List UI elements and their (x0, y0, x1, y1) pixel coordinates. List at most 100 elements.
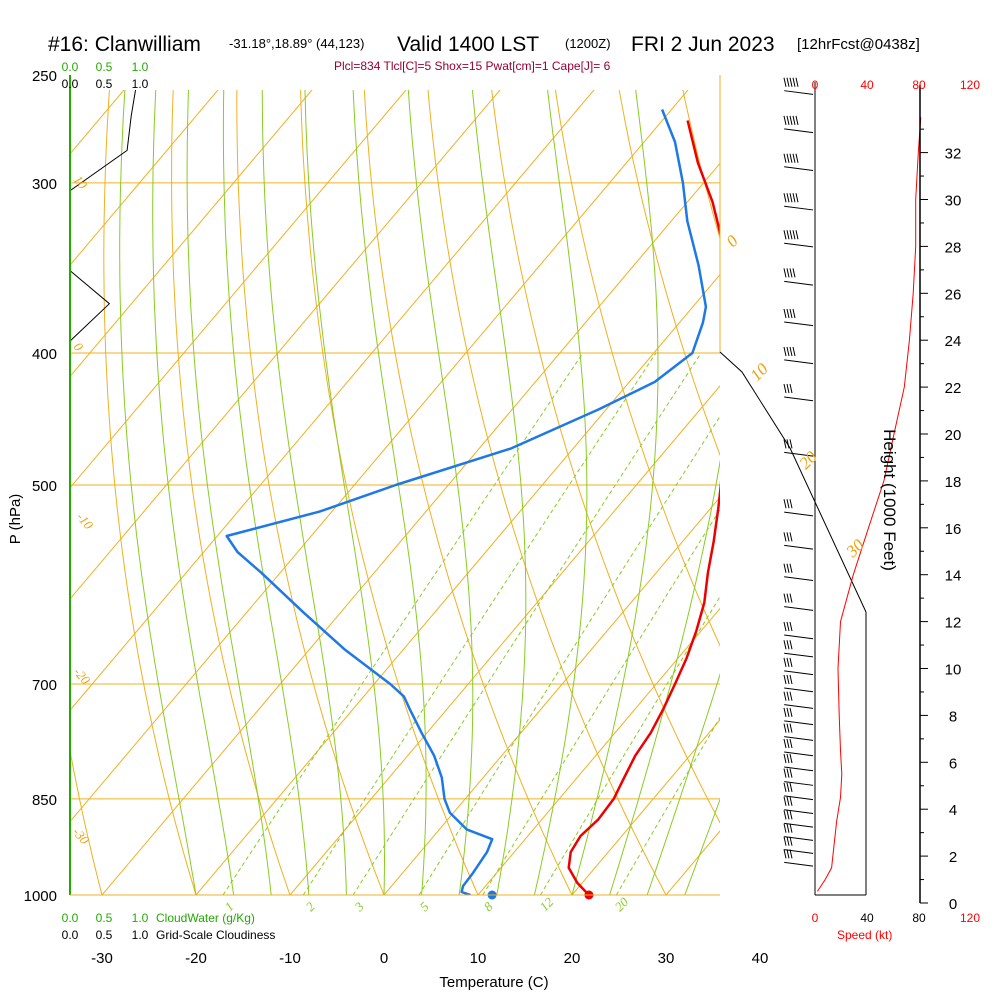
wind-barbs (783, 77, 814, 867)
isotherm-line (760, 75, 1000, 895)
wind-barb (783, 836, 814, 854)
wind-barb-shaft (784, 166, 814, 171)
wind-barb-flag (786, 115, 790, 125)
wind-barb (783, 796, 814, 814)
moist-adiabat-line (222, 90, 310, 895)
cloudiness-label: Grid-Scale Cloudiness (156, 928, 275, 942)
dewpoint-line (225, 109, 708, 895)
wind-barb-flag (795, 230, 799, 240)
dry-adiabat-line (236, 90, 385, 895)
y-axis-label: P (hPa) (7, 494, 24, 545)
isotherm-line (70, 90, 313, 378)
isotherm-line (477, 607, 720, 895)
wind-barb-flag (783, 738, 787, 749)
wind-barb-flag (786, 810, 790, 820)
moist-adiabat-line (684, 798, 720, 895)
wind-barb-flag (783, 723, 787, 733)
wind-barb-shaft (784, 205, 814, 211)
wind-barb-flag (786, 439, 790, 449)
wind-barb-shaft (784, 359, 814, 365)
wind-barb-shaft (784, 606, 814, 611)
wind-barb-flag (789, 849, 793, 859)
wind-barb-flag (789, 346, 793, 357)
wind-barb-flag (786, 77, 790, 87)
wind-barb-shaft (784, 396, 814, 402)
speed-bottom-tick: 0 (812, 911, 819, 925)
wind-barb-flag (786, 657, 790, 667)
wind-barb (783, 230, 814, 248)
cloudiness-bottom-tick: 1.0 (132, 928, 149, 942)
wind-barb-flag (786, 193, 790, 203)
dry-adiabat-line (363, 90, 573, 895)
wind-barb (783, 738, 814, 757)
mixing-ratio-line (418, 415, 720, 895)
wind-barb-flag (789, 707, 793, 718)
wind-barb-flag (783, 810, 787, 820)
wind-barb-shaft (784, 687, 814, 693)
valid-date: FRI 2 Jun 2023 (631, 33, 775, 56)
wind-barb-flag (783, 849, 787, 859)
wind-barb-flag (783, 115, 787, 125)
wind-barb-shaft (784, 652, 814, 658)
height-tick-label: 20 (945, 427, 962, 444)
wind-barb-flag (786, 691, 790, 701)
wind-barb-flag (789, 723, 793, 733)
height-tick-label: 12 (945, 615, 962, 632)
wind-barb-flag (783, 782, 787, 792)
moist-adiabat-line (533, 90, 588, 895)
wind-barb-flag (786, 849, 790, 859)
wind-barb-flag (783, 768, 787, 778)
wind-barb-flag (795, 193, 799, 203)
dry-adiabat-left-label: 10 (71, 172, 91, 192)
wind-barb-flag (789, 563, 793, 573)
wind-barb-flag (795, 77, 799, 87)
wind-barb-flag (792, 230, 796, 240)
station-coords: -31.18°,18.89° (44,123) (229, 36, 364, 51)
wind-barb-shaft (784, 861, 814, 867)
wind-barb-flag (783, 823, 787, 833)
wind-barb-flag (786, 796, 790, 806)
dry-adiabat-left-label: -10 (74, 509, 97, 532)
speed-bottom-tick: 80 (912, 911, 926, 925)
dry-adiabat-line (300, 90, 479, 895)
dry-adiabat-line (171, 90, 291, 895)
mixing-ratio-label: 12 (537, 894, 557, 914)
pressure-tick-label: 250 (32, 68, 57, 85)
pressure-tick-label: 1000 (24, 888, 57, 905)
station-title: #16: Clanwilliam (48, 33, 201, 56)
mixing-ratio-label: 8 (481, 899, 497, 915)
wind-barb-flag (786, 593, 790, 603)
wind-barb (783, 810, 814, 828)
isotherm-line (70, 90, 219, 266)
wind-barb-shaft (784, 781, 814, 786)
height-tick-label: 0 (949, 896, 957, 913)
isotherm-line (70, 90, 595, 712)
wind-barb-flag (789, 532, 793, 542)
wind-barb (783, 268, 814, 286)
wind-barb-flag (789, 768, 793, 778)
dry-adiabat-line (0, 51, 14, 924)
wind-barb-flag (783, 499, 787, 509)
wind-barb-flag (789, 796, 793, 806)
wind-barb-flag (783, 383, 787, 394)
wind-barb (783, 823, 814, 841)
wind-barb-flag (783, 268, 787, 278)
cloudwater-label: CloudWater (g/Kg) (156, 911, 255, 925)
dry-adiabat-label: 30 (842, 535, 869, 562)
wind-barb-flag (783, 621, 787, 632)
isotherm-line (383, 496, 720, 895)
pressure-tick-label: 850 (32, 792, 57, 809)
moist-adiabat-line (186, 90, 272, 895)
wind-barb-flag (795, 115, 799, 125)
wind-barb-flag (786, 308, 790, 319)
wind-barb (783, 621, 814, 640)
wind-barb-flag (792, 346, 796, 357)
wind-barb (783, 753, 814, 772)
wind-barb (783, 115, 814, 134)
moist-adiabat-line (609, 458, 720, 895)
wind-barb-shaft (784, 576, 814, 581)
wind-barb-flag (783, 707, 787, 718)
wind-barb (783, 532, 814, 550)
speed-top-tick: 80 (912, 78, 926, 92)
